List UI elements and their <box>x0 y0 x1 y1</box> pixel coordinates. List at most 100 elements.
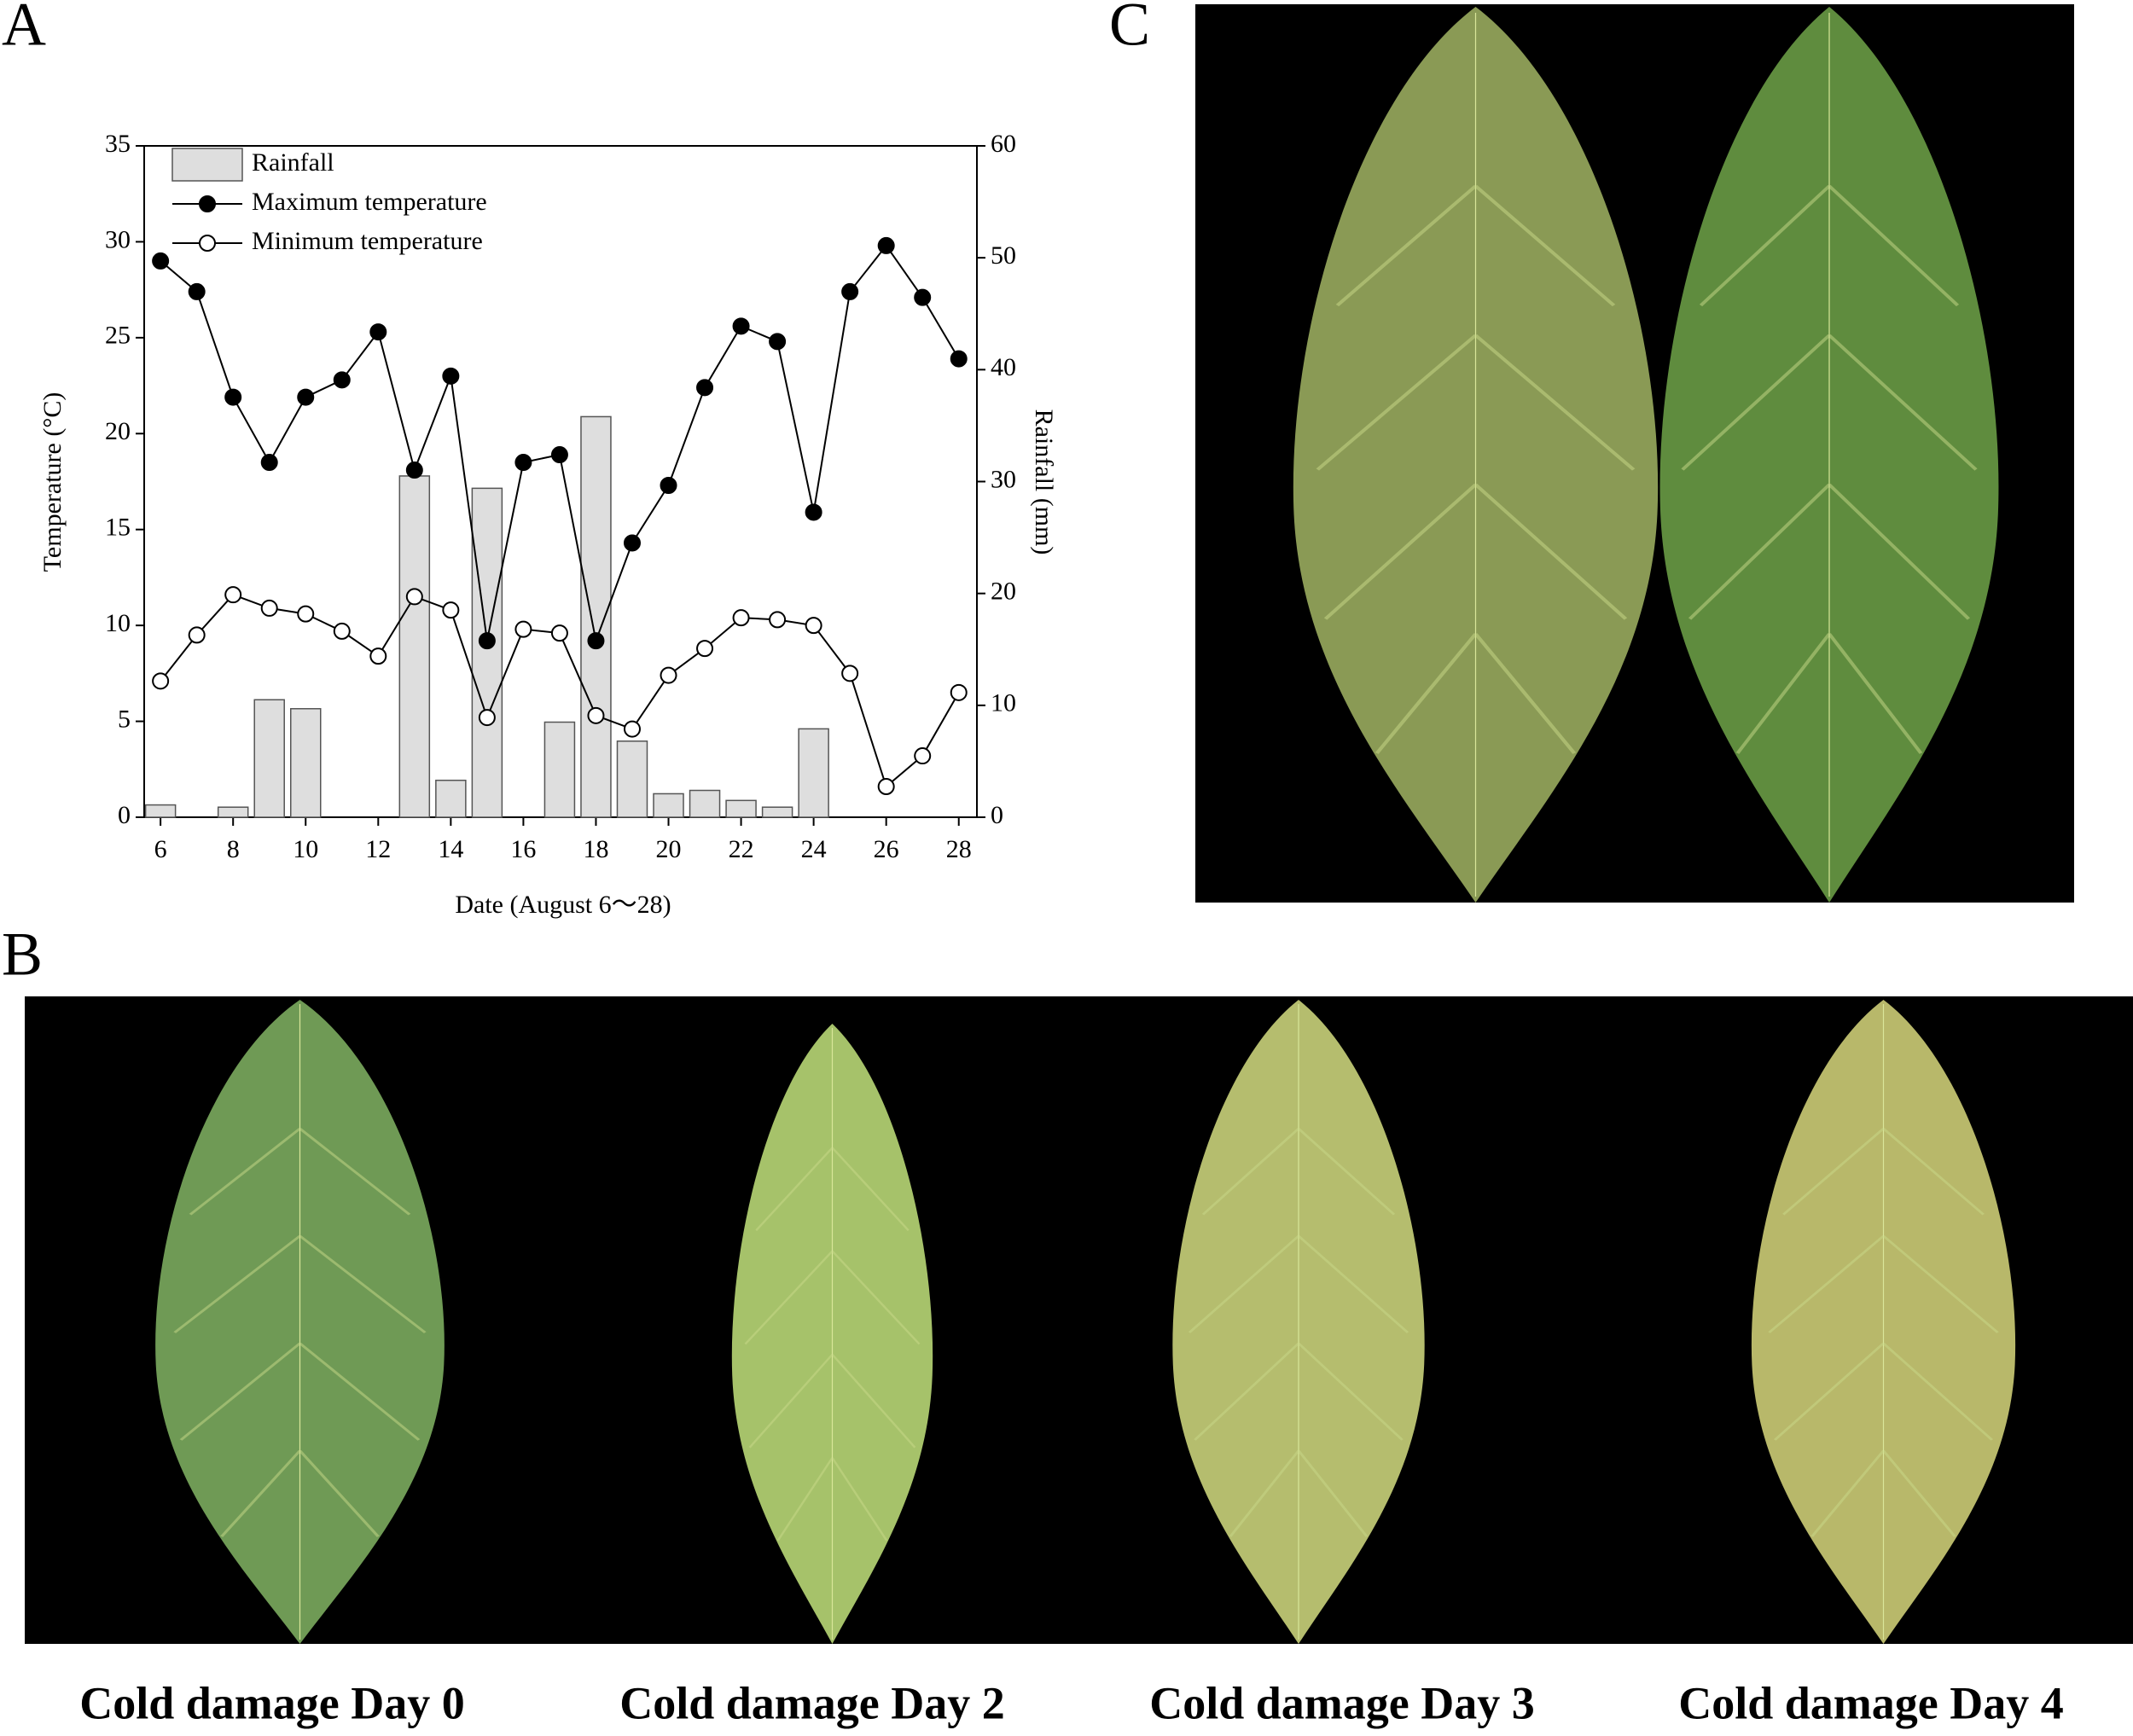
panel-label: C <box>1109 0 1150 59</box>
bar <box>217 806 249 818</box>
point <box>769 611 787 629</box>
point <box>550 446 568 464</box>
y-tick-label: 10 <box>105 609 131 637</box>
x-tick-label: 20 <box>656 835 682 863</box>
panel-label: B <box>2 920 43 989</box>
point <box>333 371 351 389</box>
y2-tick-label: 20 <box>991 578 1016 606</box>
point <box>514 454 532 472</box>
bar <box>398 475 431 818</box>
point <box>333 622 351 640</box>
bar <box>435 779 467 818</box>
bar <box>725 799 757 818</box>
y-tick-label: 30 <box>105 225 131 253</box>
y2-tick-label: 10 <box>991 689 1016 717</box>
bar <box>289 708 322 818</box>
y2-tick-label: 60 <box>991 130 1016 158</box>
point <box>769 333 787 351</box>
caption: Cold damage Day 2 <box>619 1677 1005 1728</box>
point <box>369 323 387 341</box>
point <box>188 282 206 300</box>
y-tick-label: 0 <box>118 801 131 829</box>
legend-marker <box>199 235 216 252</box>
point <box>550 624 568 642</box>
x-tick-label: 26 <box>874 835 899 863</box>
point <box>478 632 496 650</box>
x-tick-label: 28 <box>946 835 972 863</box>
point <box>442 601 460 619</box>
x-tick-label: 22 <box>729 835 754 863</box>
point <box>152 672 170 690</box>
point <box>188 626 206 644</box>
caption: Cold damage Day 0 <box>79 1677 465 1728</box>
bar <box>616 740 648 818</box>
bar <box>543 721 576 818</box>
bar <box>144 804 177 818</box>
point <box>660 476 677 494</box>
point <box>514 620 532 638</box>
line <box>160 244 960 644</box>
point <box>442 367 460 385</box>
y2-tick-label: 40 <box>991 353 1016 381</box>
point <box>587 632 605 650</box>
bar <box>580 415 612 818</box>
y-tick-label: 20 <box>105 417 131 445</box>
point <box>405 588 423 606</box>
x-tick-label: 12 <box>365 835 391 863</box>
point <box>696 640 714 658</box>
y-tick-label: 5 <box>118 705 131 733</box>
point <box>877 778 895 796</box>
point <box>297 605 315 623</box>
point <box>805 503 822 521</box>
y2-tick-label: 50 <box>991 241 1016 270</box>
legend-swatch <box>171 148 243 182</box>
point <box>623 534 641 552</box>
y2-axis-title: Rainfall (mm) <box>1030 409 1058 555</box>
point <box>297 388 315 406</box>
point <box>805 617 822 635</box>
bar <box>253 699 285 818</box>
point <box>950 683 968 701</box>
bar <box>471 487 503 818</box>
point <box>732 609 750 627</box>
x-tick-label: 14 <box>438 835 463 863</box>
point <box>405 462 423 479</box>
x-tick-label: 8 <box>227 835 240 863</box>
point <box>260 454 278 472</box>
point <box>587 706 605 724</box>
legend-label: Rainfall <box>252 148 334 177</box>
x-tick-label: 6 <box>154 835 167 863</box>
y-tick-label: 25 <box>105 322 131 350</box>
point <box>478 709 496 727</box>
x-tick-label: 16 <box>510 835 536 863</box>
legend-label: Maximum temperature <box>252 188 487 216</box>
point <box>877 236 895 254</box>
point <box>841 665 859 682</box>
point <box>224 388 242 406</box>
x-tick-label: 10 <box>293 835 318 863</box>
point <box>732 317 750 335</box>
y-tick-label: 35 <box>105 130 131 158</box>
y2-tick-label: 30 <box>991 465 1016 493</box>
point <box>369 647 387 665</box>
point <box>152 252 170 270</box>
point <box>914 288 932 306</box>
panel-label: A <box>2 0 46 59</box>
x-axis-title: Date (August 6～28) <box>455 891 671 919</box>
legend-label: Minimum temperature <box>252 227 483 255</box>
point <box>841 282 859 300</box>
point <box>224 586 242 604</box>
point <box>950 350 968 368</box>
point <box>914 747 932 765</box>
bar <box>798 728 829 818</box>
point <box>623 720 641 738</box>
bar <box>761 806 793 818</box>
bar <box>689 789 721 818</box>
y2-tick-label: 0 <box>991 801 1003 829</box>
point <box>696 379 714 397</box>
bar <box>653 793 684 818</box>
point <box>660 666 677 684</box>
y-tick-label: 15 <box>105 514 131 542</box>
